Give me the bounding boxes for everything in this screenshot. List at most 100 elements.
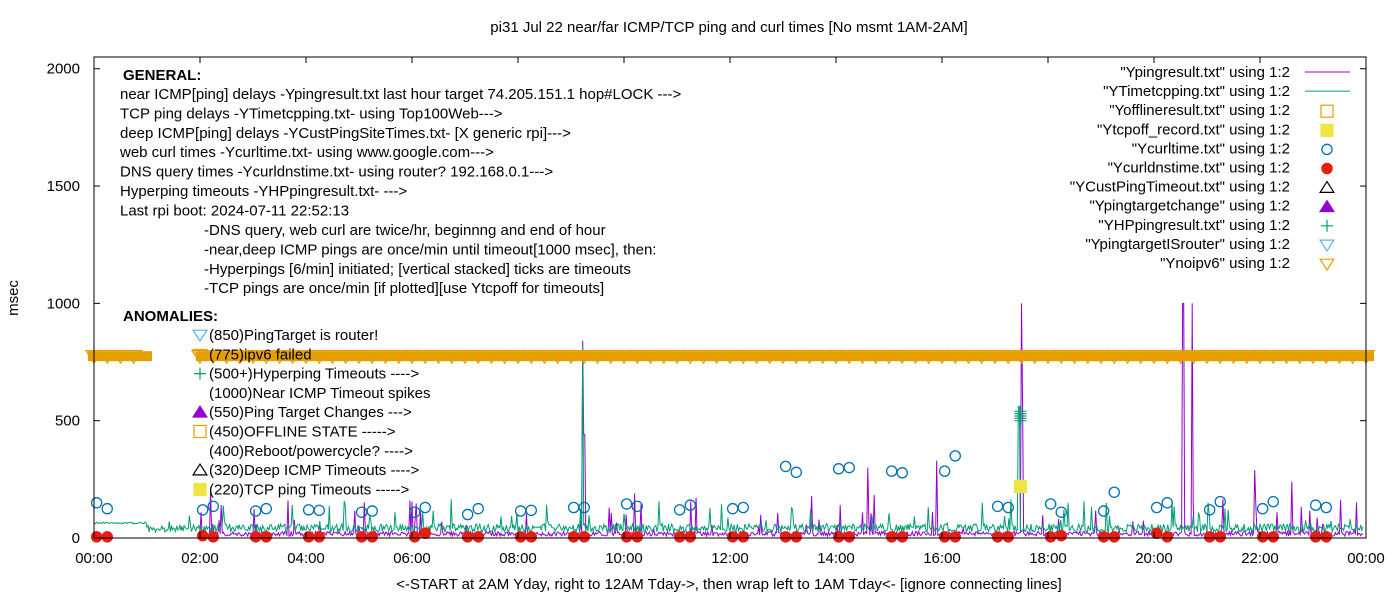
y-tick-label: 0 — [72, 530, 80, 547]
data-point-4 — [620, 498, 633, 510]
ipv6-point — [455, 349, 475, 365]
legend-label: "YTimetcpping.txt" using 1:2 — [1103, 83, 1290, 100]
ipv6-point — [1224, 349, 1243, 365]
x-tick-label: 04:00 — [287, 550, 325, 567]
ipv6-point — [628, 349, 647, 365]
data-point-5 — [101, 531, 114, 543]
ipv6-point — [482, 349, 501, 365]
anomalies-heading: ANOMALIES: — [123, 308, 218, 325]
general-line: DNS query times -Ycurldnstime.txt- using… — [120, 164, 553, 181]
anomaly-line: (220)TCP ping Timeouts -----> — [209, 481, 409, 498]
data-point-4 — [302, 504, 315, 516]
ipv6-point — [919, 349, 938, 365]
data-point-5 — [1214, 531, 1227, 543]
ipv6-point — [1025, 349, 1044, 365]
ipv6-point — [257, 349, 276, 365]
ipv6-point — [614, 349, 634, 365]
ipv6-point — [1317, 349, 1336, 365]
ipv6-point — [972, 349, 991, 365]
legend-marker — [1321, 162, 1333, 175]
data-point-4 — [938, 465, 951, 477]
ipv6-point — [1078, 349, 1097, 365]
data-point-4 — [1097, 505, 1110, 517]
data-point-4 — [885, 465, 898, 477]
axes-layer: 00:00 02:00 04:00 06:00 08:00 10:00 12:00 14:00… — [47, 57, 1385, 567]
data-point-4 — [1044, 498, 1057, 510]
ipv6-point — [469, 349, 488, 365]
data-point-4 — [408, 506, 421, 518]
x-tick-label: 08:00 — [499, 550, 537, 567]
data-point-5 — [1203, 531, 1216, 543]
ipv6-point — [1211, 349, 1230, 365]
anomaly-marker — [193, 482, 207, 496]
x-tick-label: 00:00 — [75, 550, 113, 567]
legend: "Ypingresult.txt" using 1:2 "YTimetcpping… — [1070, 64, 1350, 272]
ipv6-point — [1158, 349, 1177, 365]
ipv6-point — [826, 349, 846, 365]
y-axis-label: msec — [5, 280, 22, 316]
data-point-5 — [673, 531, 686, 543]
ipv6-point — [336, 349, 355, 365]
ipv6-point — [363, 349, 382, 365]
ipv6-point — [1277, 349, 1296, 365]
data-point-5 — [90, 531, 103, 543]
data-point-5 — [408, 531, 421, 543]
ipv6-point — [601, 349, 620, 365]
data-point-4 — [843, 461, 856, 474]
ipv6-point — [588, 349, 607, 365]
ipv6-point — [1144, 349, 1164, 365]
ipv6-point — [495, 349, 514, 365]
general-line: deep ICMP[ping] delays -YCustPingSiteTim… — [120, 125, 571, 142]
ipv6-point — [906, 349, 925, 365]
ipv6-point — [230, 349, 249, 365]
y-tick-label: 2000 — [47, 61, 80, 78]
chart-title: pi31 Jul 22 near/far ICMP/TCP ping and c… — [490, 19, 967, 36]
anomaly-line: (1000)Near ICMP Timeout spikes — [209, 385, 430, 402]
anomaly-line: (775)ipv6 failed — [209, 346, 312, 363]
data-point-4 — [1214, 495, 1227, 508]
legend-marker — [1321, 219, 1333, 232]
ipv6-point — [1237, 349, 1256, 365]
anomaly-marker — [192, 405, 208, 418]
data-point-5 — [1055, 529, 1068, 542]
ipv6-point — [866, 349, 885, 365]
x-axis-label: <-START at 2AM Yday, right to 12AM Tday-… — [396, 576, 1061, 593]
data-point-5 — [1320, 531, 1333, 543]
data-point-5 — [1044, 531, 1057, 543]
ipv6-point — [1290, 349, 1309, 365]
data-point-4 — [631, 500, 644, 513]
ipv6-point — [98, 349, 117, 365]
data-point-5 — [832, 531, 845, 543]
anomaly-line: (850)PingTarget is router! — [209, 327, 378, 344]
general-line: near ICMP[ping] delays -Ypingresult.txt … — [120, 86, 682, 103]
data-point-5 — [991, 531, 1004, 543]
anomaly-marker — [193, 424, 207, 439]
ipv6-band-segment — [196, 351, 1374, 362]
general-line: web curl times -Ycurltime.txt- using www… — [119, 144, 494, 161]
data-point-5 — [949, 531, 962, 543]
anomaly-line: (320)Deep ICMP Timeouts ----> — [209, 462, 419, 479]
data-point-4 — [249, 505, 262, 517]
data-point-4 — [313, 504, 325, 517]
data-point-4 — [949, 450, 962, 462]
data-point-5 — [1150, 527, 1163, 540]
data-point-5 — [1309, 531, 1322, 543]
data-point-4 — [578, 501, 591, 514]
note-line: -Hyperpings [6/min] initiated; [vertical… — [204, 261, 631, 278]
ipv6-point — [323, 349, 342, 365]
data-point-4 — [1256, 502, 1269, 515]
anomaly-line: (500+)Hyperping Timeouts ----> — [209, 366, 419, 383]
data-point-4 — [991, 500, 1004, 513]
data-point-4 — [101, 502, 114, 515]
ipv6-point — [1012, 349, 1031, 365]
data-point-5 — [249, 531, 262, 543]
data-point-4 — [355, 506, 368, 518]
ipv6-point — [429, 349, 448, 365]
ipv6-point — [217, 349, 236, 365]
ipv6-point — [1131, 349, 1150, 365]
ipv6-point — [1330, 349, 1349, 365]
anomaly-line: (400)Reboot/powercycle? ----> — [209, 443, 413, 460]
x-tick-label: 12:00 — [711, 550, 749, 567]
ipv6-point — [243, 349, 263, 365]
